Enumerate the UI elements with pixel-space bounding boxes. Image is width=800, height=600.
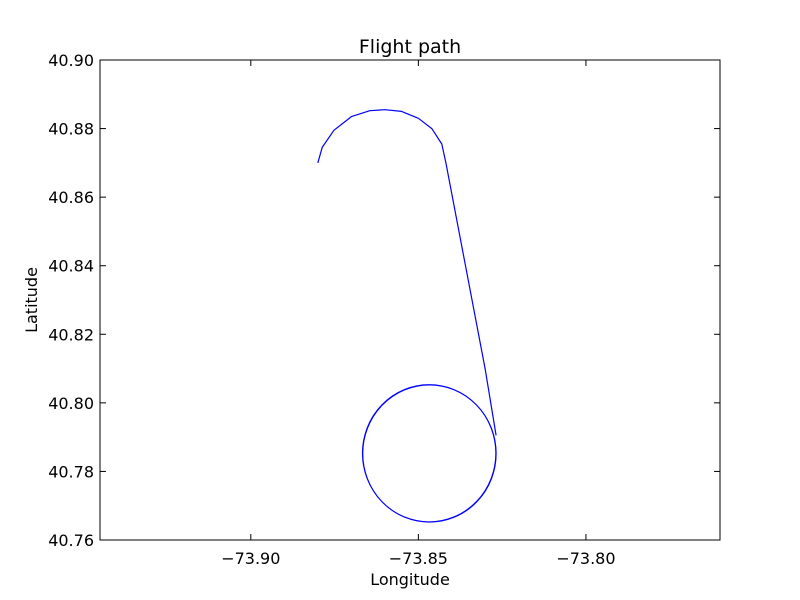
x-tick-label: −73.80 [556, 549, 615, 568]
y-axis-label: Latitude [22, 267, 41, 333]
x-axis-label: Longitude [370, 570, 450, 589]
y-tick-label: 40.80 [48, 394, 94, 413]
x-tick-label: −73.90 [221, 549, 280, 568]
y-tick-label: 40.84 [48, 257, 94, 276]
y-tick-label: 40.86 [48, 188, 94, 207]
y-axis: 40.76 40.78 40.80 40.82 40.84 40.86 40.88 40.90 [48, 51, 720, 550]
y-tick-label: 40.90 [48, 51, 94, 70]
y-tick-label: 40.82 [48, 325, 94, 344]
flight-path-line [317, 109, 497, 436]
y-tick-label: 40.76 [48, 531, 94, 550]
x-tick-label: −73.85 [389, 549, 448, 568]
y-tick-label: 40.88 [48, 120, 94, 139]
x-axis: −73.90 −73.85 −73.80 [221, 60, 616, 568]
flight-path-loop [362, 384, 497, 523]
y-tick-label: 40.78 [48, 462, 94, 481]
plot-frame [99, 59, 721, 541]
plot-area [317, 109, 497, 523]
chart-title: Flight path [359, 36, 461, 58]
